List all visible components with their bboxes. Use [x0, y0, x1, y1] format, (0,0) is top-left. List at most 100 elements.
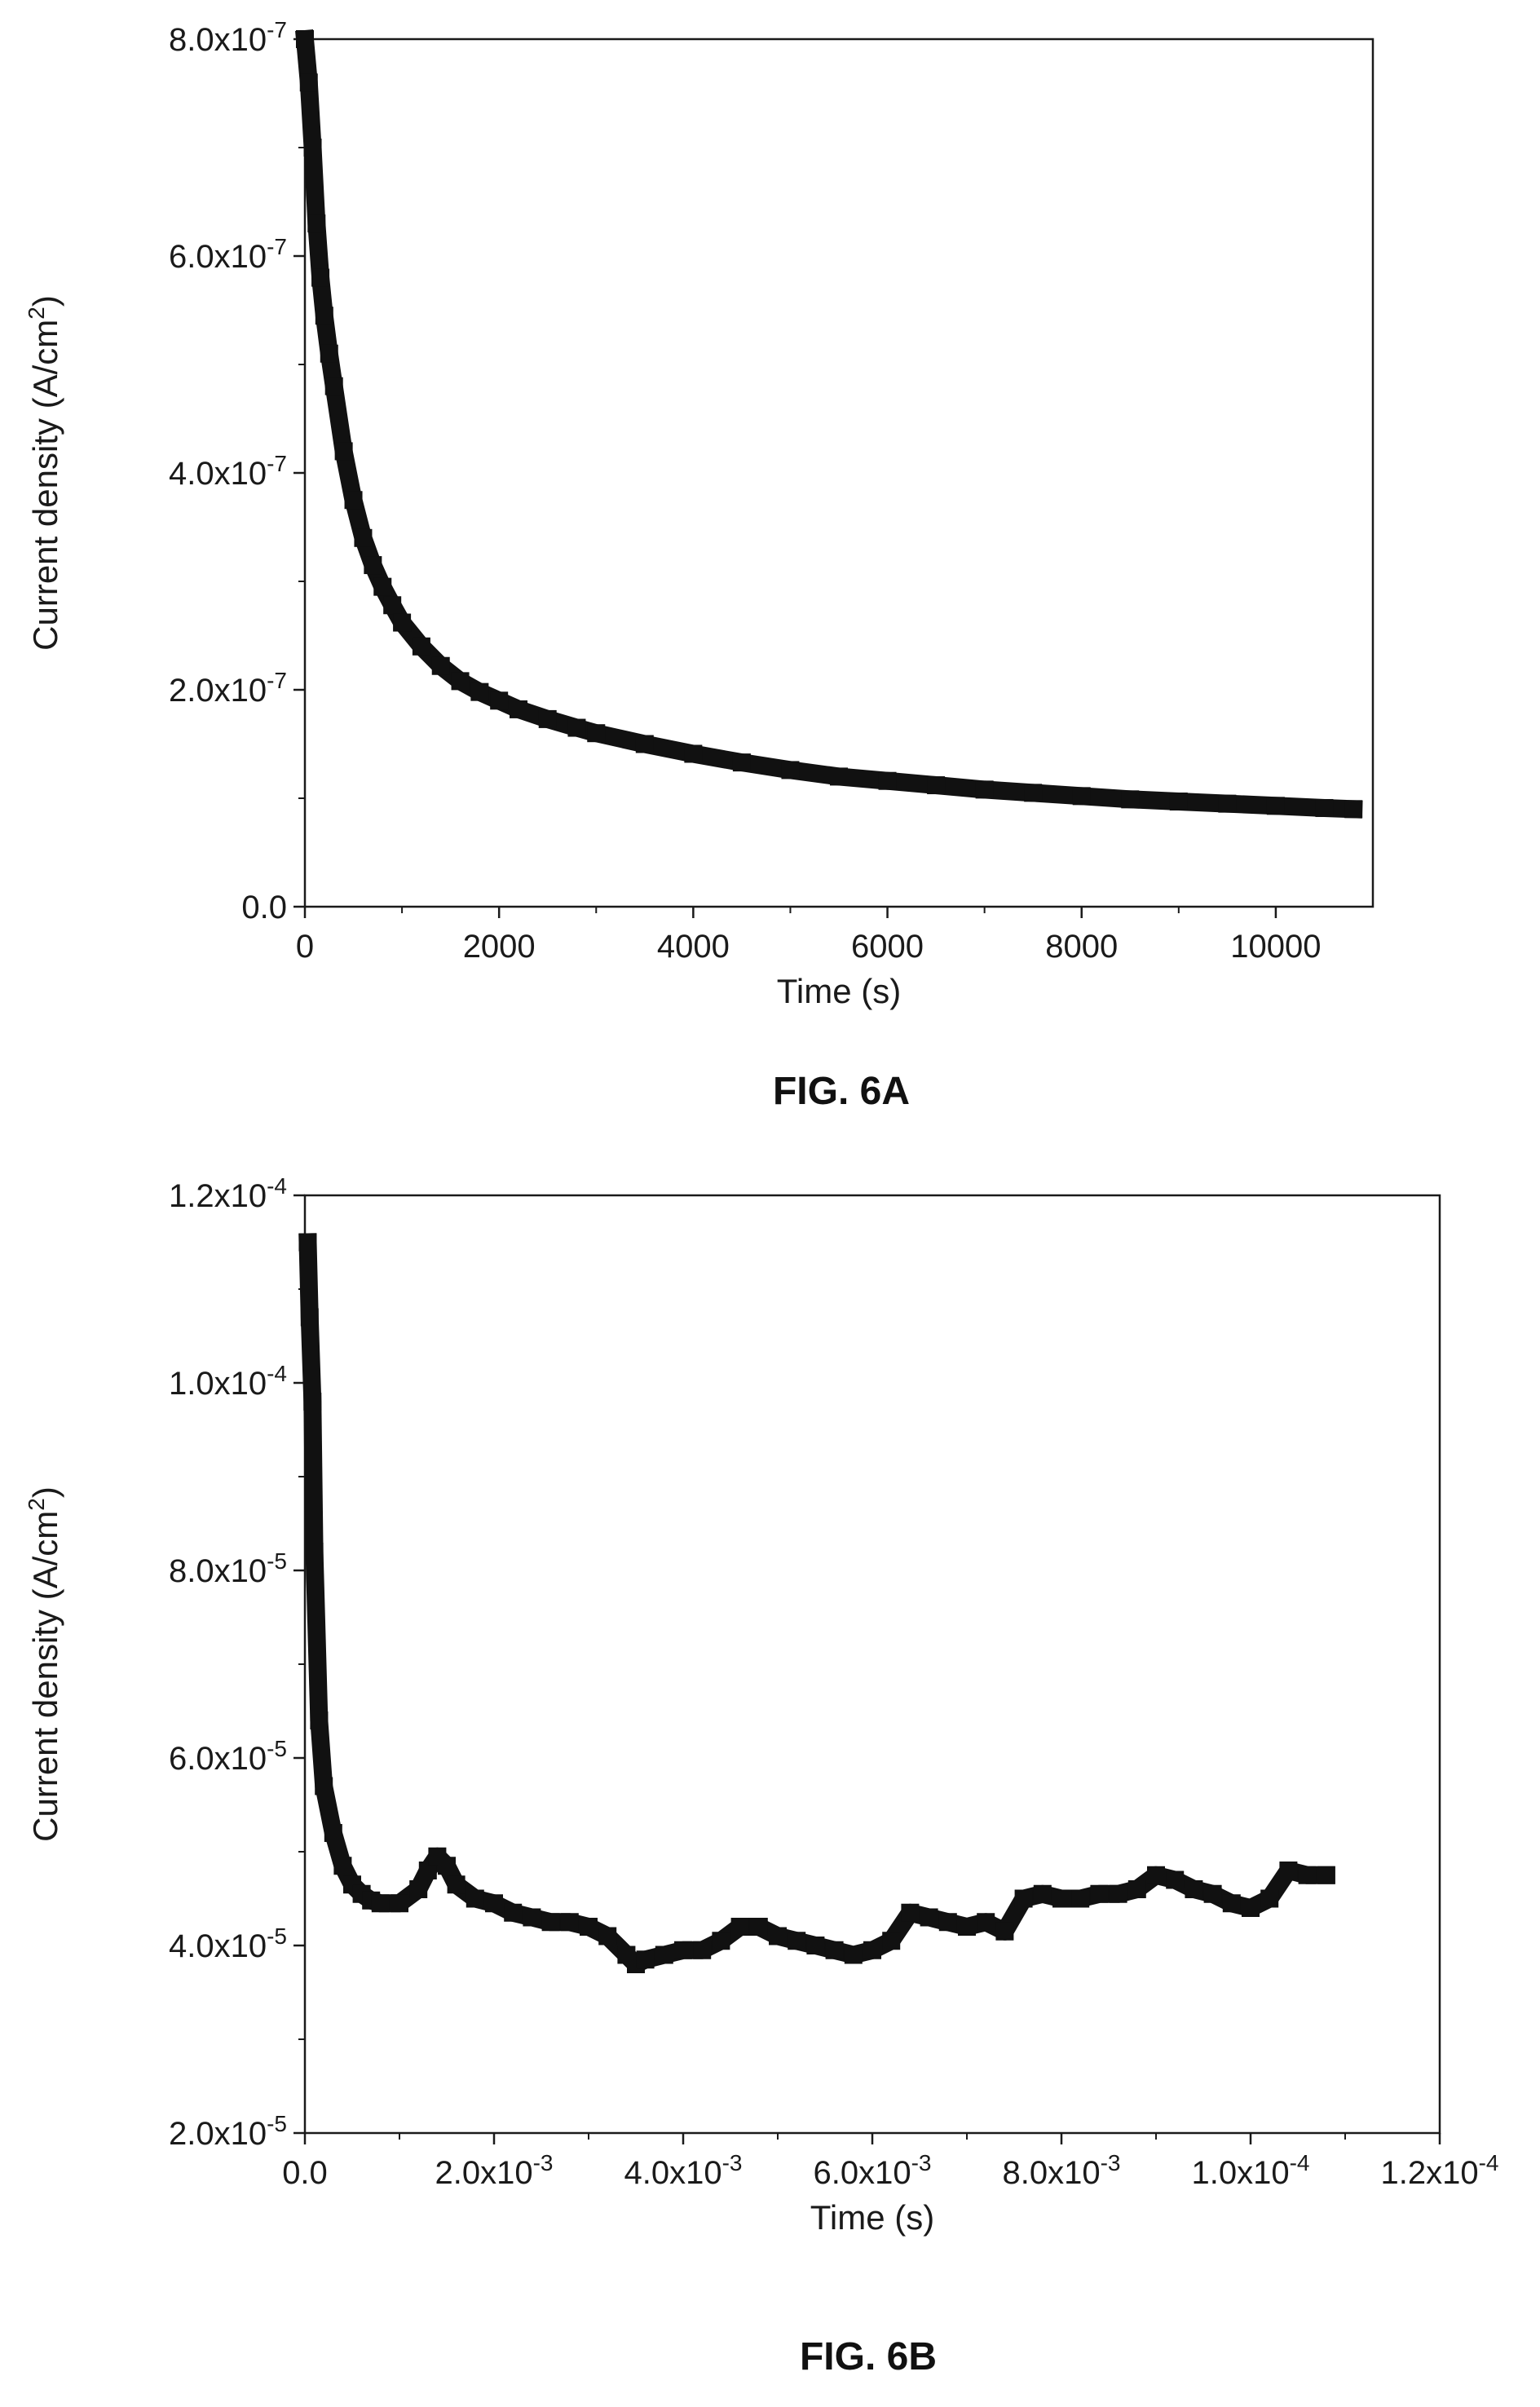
data-point	[1222, 1894, 1241, 1913]
data-point	[307, 214, 326, 233]
data-point	[504, 1903, 523, 1922]
data-point	[310, 1711, 329, 1729]
figure-caption-6a: FIG. 6A	[773, 1070, 910, 1113]
y-tick-label: 1.0x10-4	[169, 1361, 287, 1402]
data-point	[466, 1889, 484, 1908]
data-point	[324, 377, 343, 395]
data-point	[580, 1918, 598, 1936]
x-tick-label: 4.0x10-3	[624, 2150, 742, 2191]
y-tick-label: 4.0x10-5	[169, 1923, 287, 1964]
data-point	[788, 1932, 806, 1950]
data-point	[311, 268, 330, 287]
data-point	[844, 1945, 863, 1964]
y-tick-label: 2.0x10-5	[169, 2111, 287, 2152]
y-tick-label: 1.2x10-4	[169, 1173, 287, 1214]
data-point	[1024, 784, 1043, 802]
data-point	[693, 1941, 712, 1959]
data-point	[1147, 1866, 1165, 1884]
data-point	[324, 1824, 342, 1842]
data-point	[769, 1927, 787, 1945]
x-tick-label: 10000	[1230, 929, 1321, 965]
data-point	[975, 780, 994, 799]
data-point	[636, 1950, 655, 1969]
data-point	[1127, 1880, 1146, 1898]
x-tick-label: 8.0x10-3	[1002, 2150, 1120, 2191]
data-point	[830, 767, 848, 786]
data-point	[1109, 1884, 1127, 1903]
data-point	[1185, 1880, 1203, 1898]
figure-caption-6b: FIG. 6B	[800, 2335, 937, 2378]
data-point	[878, 771, 897, 790]
data-point	[1260, 1889, 1279, 1908]
data-point	[334, 442, 353, 461]
data-point	[927, 776, 946, 795]
data-point	[1242, 1899, 1260, 1917]
x-tick-label: 1.2x10-4	[1380, 2150, 1498, 2191]
data-point	[560, 1913, 579, 1932]
x-tick-label: 2000	[463, 929, 536, 965]
chart-fig-6b: 0.0 2.0x10-3 4.0x10-3 6.0x10-3 8.0x10-3 1.0x1…	[24, 1173, 1499, 2237]
data-point	[655, 1945, 673, 1964]
data-point	[409, 1880, 428, 1898]
data-point	[958, 1918, 976, 1936]
data-point	[490, 691, 509, 710]
x-axis-title: Time (s)	[810, 2198, 934, 2237]
data-point	[333, 1857, 352, 1875]
x-tick-label: 0	[296, 929, 314, 965]
y-tick-label: 8.0x10-5	[169, 1548, 287, 1589]
data-point	[523, 1908, 541, 1927]
data-point	[383, 596, 402, 615]
data-point	[1317, 1866, 1335, 1884]
data-point	[1298, 1866, 1317, 1884]
data-point	[300, 1308, 319, 1327]
plot-frame	[303, 1194, 1441, 2135]
data-point	[354, 528, 373, 547]
data-point	[541, 1913, 560, 1932]
data-point	[684, 744, 703, 763]
data-point	[1121, 790, 1140, 809]
x-tick-label: 6000	[851, 929, 924, 965]
x-tick-label: 4000	[657, 929, 730, 965]
data-point	[393, 613, 412, 632]
data-point	[920, 1908, 938, 1927]
x-tick-label: 6.0x10-3	[813, 2150, 931, 2191]
data-point	[538, 709, 557, 728]
data-point	[730, 1918, 749, 1936]
data-point	[412, 637, 430, 656]
data-point	[1052, 1889, 1070, 1908]
data-point	[451, 672, 470, 691]
data-point	[299, 73, 318, 92]
data-point	[1279, 1862, 1298, 1879]
data-point	[303, 1393, 322, 1411]
data-point	[364, 556, 382, 575]
data-point	[567, 718, 586, 737]
data-point	[977, 1913, 995, 1932]
data-point	[901, 1903, 920, 1922]
y-tick-label: 6.0x10-5	[169, 1736, 287, 1777]
data-point	[1014, 1889, 1033, 1908]
data-point	[1072, 787, 1091, 806]
y-axis-title: Current density (A/cm2)	[24, 1486, 64, 1842]
data-point	[485, 1894, 503, 1913]
x-tick-label: 2.0x10-3	[435, 2150, 553, 2191]
data-point	[1071, 1889, 1090, 1908]
data-point	[305, 1543, 324, 1561]
y-tick-label: 6.0x10-7	[169, 234, 287, 275]
x-tick-label: 1.0x10-4	[1191, 2150, 1309, 2191]
data-point	[1266, 797, 1285, 815]
data-point	[1344, 800, 1363, 819]
data-point	[1203, 1884, 1222, 1903]
data-point	[298, 1233, 317, 1252]
y-tick-label: 8.0x10-7	[169, 17, 287, 58]
data-point	[1033, 1884, 1052, 1903]
data-point	[470, 682, 489, 701]
data-point	[315, 1777, 333, 1795]
data-point	[712, 1932, 730, 1950]
data-point	[1166, 1870, 1185, 1889]
data-point	[598, 1927, 617, 1945]
series-line	[298, 1233, 1335, 1973]
data-point	[315, 307, 333, 325]
series-line	[295, 29, 1363, 819]
data-point	[863, 1941, 881, 1959]
